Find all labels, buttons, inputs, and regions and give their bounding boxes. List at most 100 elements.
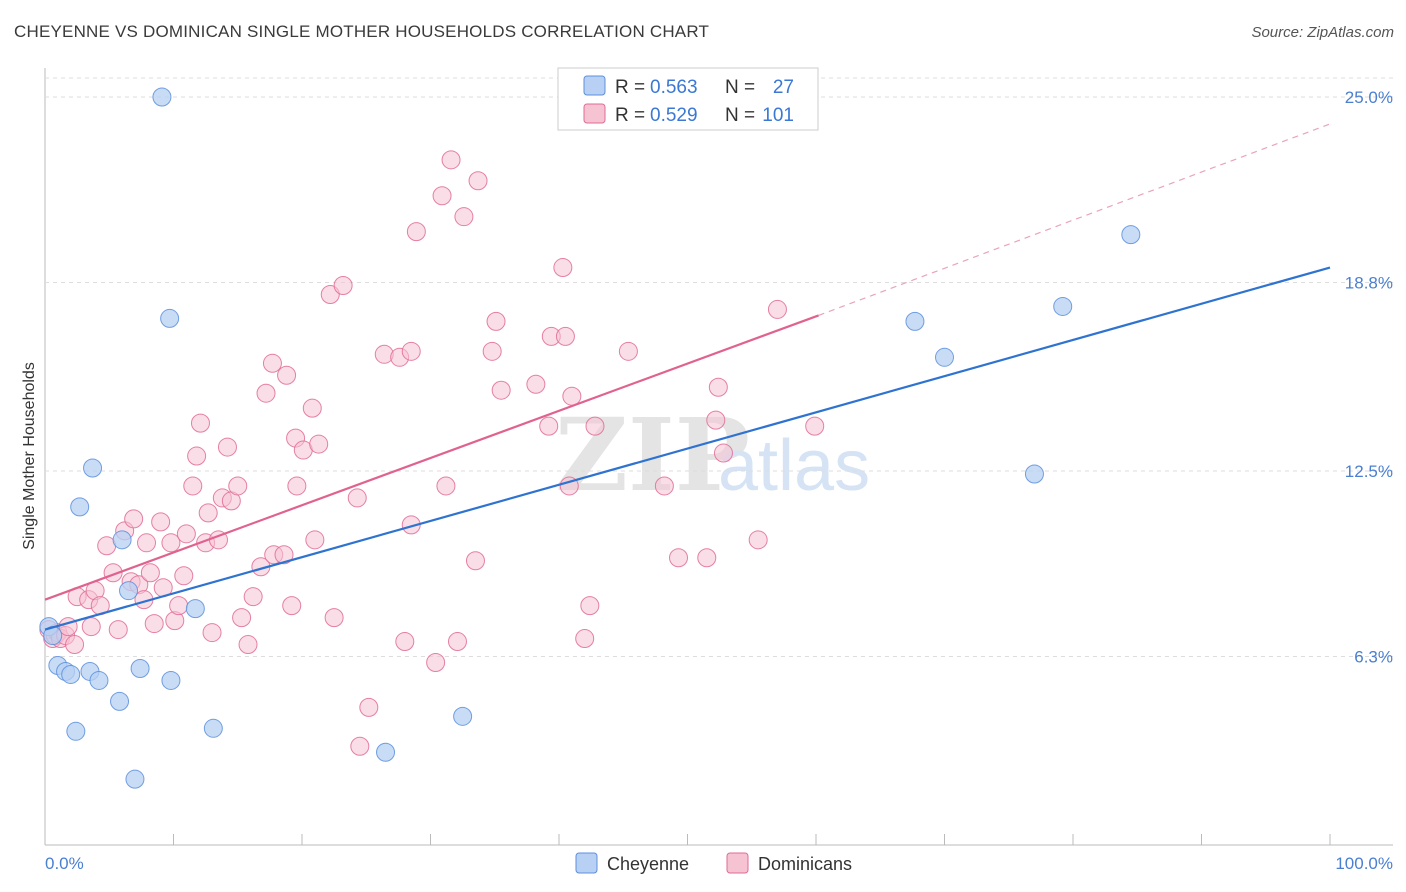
- dominicans-point: [81, 617, 101, 637]
- dominicans-point: [161, 533, 181, 553]
- cheyenne-point: [89, 670, 109, 690]
- bottom-legend: Cheyenne Dominicans: [575, 852, 852, 874]
- cheyenne-point: [935, 347, 954, 367]
- dominicans-point: [575, 629, 595, 649]
- dominicans-point: [539, 416, 559, 436]
- dominicans-point: [256, 383, 276, 403]
- cheyenne-point: [203, 718, 223, 738]
- cheyenne-point: [152, 87, 172, 107]
- gridlines: [45, 77, 1393, 658]
- dominicans-point: [748, 530, 768, 550]
- dominicans-point: [553, 258, 573, 278]
- dominicans-point: [426, 652, 446, 672]
- dominicans-point: [618, 341, 638, 361]
- dominicans-point: [447, 632, 467, 652]
- dominicans-point: [374, 344, 394, 364]
- dominicans-point: [232, 608, 252, 628]
- legend-n-label-cheyenne: N =: [725, 77, 755, 98]
- legend-r-label-dominicans: R =: [615, 105, 645, 126]
- dominicans-point: [441, 150, 461, 170]
- y-tick-label: 12.5%: [1345, 462, 1393, 481]
- dominicans-point: [767, 299, 787, 319]
- bottom-legend-cheyenne: Cheyenne: [607, 854, 689, 874]
- dominicans-point: [580, 596, 600, 616]
- cheyenne-point: [125, 769, 145, 789]
- dominicans-point: [454, 207, 474, 227]
- source-label: Source: ZipAtlas.com: [1251, 24, 1394, 41]
- dominicans-point: [482, 341, 502, 361]
- cheyenne-point: [110, 691, 130, 711]
- legend-swatch-dominicans: [583, 103, 606, 124]
- dominicans-point: [108, 620, 128, 640]
- dominicans-point: [228, 476, 248, 496]
- legend-n-cheyenne: 27: [773, 77, 794, 98]
- dominicans-point: [287, 476, 307, 496]
- dominicans-point: [654, 476, 674, 496]
- legend-n-label-dominicans: N =: [725, 105, 755, 126]
- dominicans-point: [151, 512, 171, 532]
- dominicans-trend-line-extension: [818, 123, 1331, 316]
- bottom-legend-swatch-dominicans: [726, 852, 749, 874]
- dominicans-point: [274, 545, 294, 565]
- trend-lines: [44, 123, 1331, 631]
- dominicans-point: [486, 311, 506, 331]
- dominicans-points: [39, 150, 825, 756]
- cheyenne-point: [1053, 296, 1073, 316]
- dominicans-point: [708, 377, 728, 397]
- cheyenne-trend-line: [44, 266, 1331, 631]
- dominicans-point: [238, 635, 258, 655]
- dominicans-point: [243, 587, 263, 607]
- cheyenne-point: [905, 311, 925, 331]
- dominicans-point: [555, 326, 575, 346]
- chart-title: CHEYENNE VS DOMINICAN SINGLE MOTHER HOUS…: [14, 22, 710, 41]
- dominicans-point: [140, 563, 160, 583]
- cheyenne-point: [161, 670, 181, 690]
- dominicans-point: [302, 398, 322, 418]
- dominicans-point: [190, 413, 210, 433]
- cheyenne-point: [453, 706, 473, 726]
- dominicans-point: [217, 437, 237, 457]
- cheyenne-point: [1024, 464, 1044, 484]
- legend-box: R = 0.563 N = 27 R = 0.529 N = 101: [557, 67, 819, 131]
- dominicans-point: [144, 614, 164, 634]
- cheyenne-point: [112, 530, 132, 550]
- cheyenne-point: [66, 721, 86, 741]
- cheyenne-point: [376, 742, 396, 762]
- dominicans-point: [124, 509, 144, 529]
- dominicans-point: [282, 596, 302, 616]
- dominicans-point: [174, 566, 194, 586]
- cheyenne-points: [39, 87, 1141, 789]
- dominicans-point: [202, 623, 222, 643]
- y-tick-label: 18.8%: [1345, 274, 1393, 293]
- x-ticks: [44, 834, 1331, 845]
- cheyenne-point: [119, 581, 139, 601]
- dominicans-point: [432, 186, 452, 206]
- dominicans-point: [491, 380, 511, 400]
- dominicans-point: [198, 503, 218, 523]
- cheyenne-point: [70, 497, 90, 517]
- dominicans-point: [401, 341, 421, 361]
- dominicans-point: [176, 524, 196, 544]
- dominicans-point: [669, 548, 689, 568]
- dominicans-point: [65, 635, 85, 655]
- dominicans-point: [262, 353, 282, 373]
- cheyenne-point: [1121, 225, 1141, 245]
- dominicans-point: [137, 533, 157, 553]
- dominicans-point: [187, 446, 207, 466]
- bottom-legend-dominicans: Dominicans: [758, 854, 852, 874]
- legend-r-cheyenne: 0.563: [650, 77, 698, 98]
- dominicans-point: [183, 476, 203, 496]
- bottom-legend-swatch-cheyenne: [575, 852, 598, 874]
- dominicans-point: [359, 697, 379, 717]
- legend-swatch-cheyenne: [583, 75, 606, 96]
- y-tick-label: 6.3%: [1354, 648, 1393, 667]
- cheyenne-point: [160, 308, 180, 328]
- dominicans-point: [436, 476, 456, 496]
- dominicans-trend-line: [44, 314, 819, 601]
- legend-r-dominicans: 0.529: [650, 105, 698, 126]
- dominicans-point: [350, 736, 370, 756]
- dominicans-point: [697, 548, 717, 568]
- dominicans-point: [169, 596, 189, 616]
- dominicans-point: [468, 171, 488, 191]
